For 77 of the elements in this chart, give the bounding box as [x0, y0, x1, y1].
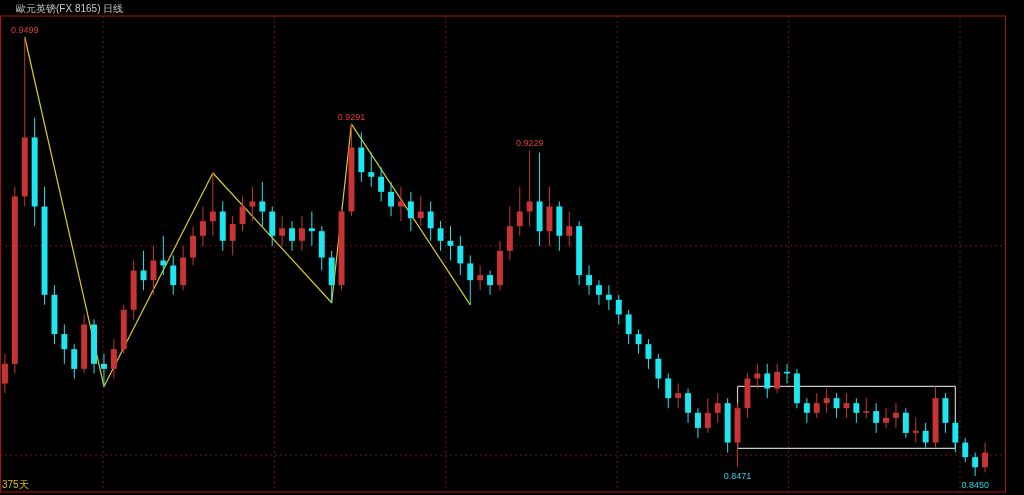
candlestick: [892, 402, 899, 429]
annotation: 0.9291: [337, 112, 366, 123]
candlestick: [952, 417, 959, 454]
candlestick: [685, 388, 692, 424]
candlestick: [229, 215, 236, 256]
candlestick: [160, 235, 167, 276]
candlestick: [675, 383, 682, 409]
candlestick: [516, 186, 523, 237]
candlestick: [249, 186, 256, 222]
annotation: 0.9499: [10, 25, 39, 35]
candlestick: [190, 225, 197, 266]
candlestick: [694, 407, 701, 439]
candlestick: [912, 417, 919, 444]
candlestick: [714, 392, 721, 424]
candlestick: [873, 402, 880, 434]
candlestick: [71, 343, 78, 379]
candlestick: [704, 397, 711, 434]
candlestick: [427, 200, 434, 242]
candlestick: [823, 388, 830, 414]
candlestick: [922, 422, 929, 449]
candlestick: [902, 407, 909, 439]
candlestick: [447, 225, 454, 261]
candlestick: [625, 309, 632, 345]
candlestick: [298, 215, 305, 252]
candlestick: [170, 254, 177, 296]
candlestick: [437, 220, 444, 252]
candlestick: [764, 363, 771, 399]
candlestick: [308, 211, 315, 247]
candlestick: [803, 397, 810, 424]
candlestick: [863, 397, 870, 419]
candlestick: [1, 353, 8, 394]
candlestick: [239, 195, 246, 232]
candlestick: [417, 195, 424, 227]
candlestick: [605, 284, 612, 311]
candlestick: [477, 265, 484, 291]
candlestick: [962, 437, 969, 463]
candlestick: [100, 353, 107, 387]
candlestick: [655, 353, 662, 390]
annotation: 0.8471: [723, 471, 752, 482]
candlestick: [368, 152, 375, 188]
candlestick: [407, 191, 414, 232]
candlestick: [645, 338, 652, 370]
candlestick: [279, 215, 286, 247]
annotation: 0.8450: [961, 480, 989, 490]
candlestick: [813, 392, 820, 419]
text: 375天: [2, 479, 29, 490]
candlestick: [467, 254, 474, 306]
candlestick: [487, 270, 494, 296]
candlestick: [586, 265, 593, 296]
candlestick: [853, 397, 860, 424]
candlestick: [774, 363, 781, 394]
candlestick: [110, 338, 117, 379]
candlestick: [526, 149, 533, 227]
candlestick: [566, 211, 573, 247]
candlestick: [259, 181, 266, 227]
chart-title: 歐元英镑(FX 8165) 日线: [16, 3, 124, 14]
candlestick: [378, 166, 385, 202]
candlestick: [61, 324, 68, 365]
candlestick: [397, 186, 404, 222]
candlestick: [615, 294, 622, 326]
candlestick: [635, 329, 642, 355]
candlestick: [972, 452, 979, 477]
candlestick: [833, 392, 840, 419]
candlestick: [457, 235, 464, 276]
candlestick: [982, 442, 989, 473]
candlestick: [388, 181, 395, 217]
candlestick: [754, 363, 761, 390]
candlestick: [883, 407, 890, 429]
candlestick: [843, 392, 850, 419]
candlestick: [209, 172, 216, 237]
candlestick: [140, 250, 147, 291]
candlestick: [595, 279, 602, 306]
annotation: 0.9229: [515, 137, 544, 148]
candlestick: [199, 205, 206, 247]
candlestick: [150, 245, 157, 296]
candlestick: [289, 220, 296, 252]
candlestick: [665, 372, 672, 409]
